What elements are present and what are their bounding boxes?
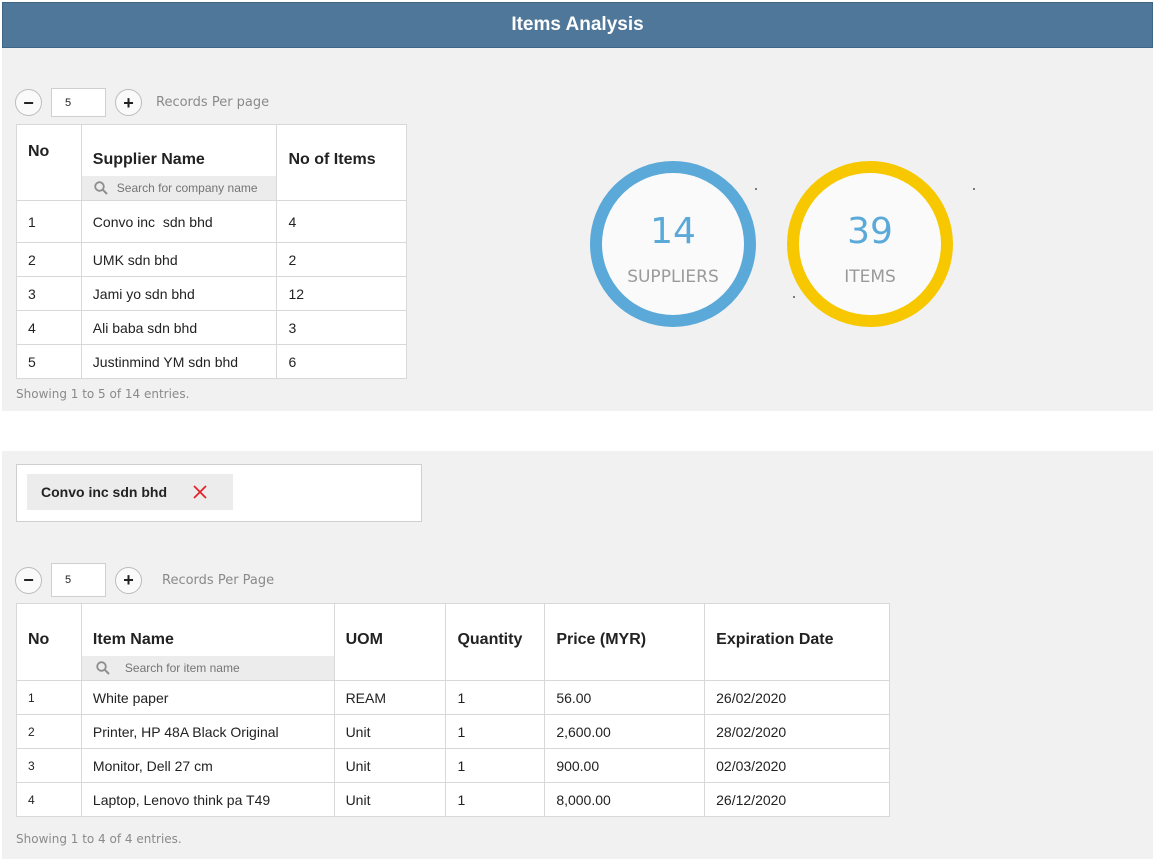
cell-item-name: Laptop, Lenovo think pa T49 bbox=[80, 782, 335, 817]
cell-expiration-date: 02/03/2020 bbox=[704, 748, 890, 783]
cell-no-of-items: 12 bbox=[276, 276, 407, 311]
item-search-input[interactable] bbox=[124, 661, 275, 675]
cell-expiration-date: 28/02/2020 bbox=[704, 714, 890, 749]
suppliers-pager: − + Records Per page bbox=[15, 88, 269, 117]
page-title: Items Analysis bbox=[511, 14, 644, 35]
cell-no-of-items: 3 bbox=[276, 310, 407, 345]
search-icon bbox=[94, 181, 108, 195]
table-row[interactable]: 2 UMK sdn bhd 2 bbox=[16, 242, 407, 277]
supplier-search-input[interactable] bbox=[116, 181, 267, 195]
cell-no: 1 bbox=[16, 200, 82, 243]
plus-icon: + bbox=[123, 570, 134, 590]
records-per-page-label: Records Per Page bbox=[162, 572, 275, 588]
decrease-records-button[interactable]: − bbox=[15, 566, 42, 594]
items-count: 39 bbox=[847, 211, 893, 252]
cell-uom: Unit bbox=[333, 714, 447, 749]
table-row[interactable]: 3 Monitor, Dell 27 cm Unit 1 900.00 02/0… bbox=[16, 748, 890, 783]
cell-item-name: Monitor, Dell 27 cm bbox=[80, 748, 335, 783]
minus-icon: − bbox=[23, 92, 34, 113]
cell-uom: REAM bbox=[333, 680, 447, 715]
suppliers-count: 14 bbox=[650, 211, 696, 252]
cell-no-of-items: 2 bbox=[276, 242, 407, 277]
column-header-price: Price (MYR) bbox=[544, 603, 706, 681]
increase-records-button[interactable]: + bbox=[115, 89, 142, 116]
cell-quantity: 1 bbox=[445, 714, 546, 749]
records-per-page-input[interactable] bbox=[51, 88, 106, 117]
column-header-no-of-items: No of Items bbox=[276, 124, 407, 201]
table-row[interactable]: 1 Convo inc sdn bhd 4 bbox=[16, 200, 407, 243]
items-table: No Item Name UOM Quantity Price (MYR) bbox=[16, 603, 890, 817]
records-per-page-label: Records Per page bbox=[156, 95, 270, 110]
item-search-box[interactable] bbox=[81, 656, 334, 680]
filter-chip-label: Convo inc sdn bhd bbox=[41, 484, 167, 500]
cell-uom: Unit bbox=[333, 782, 447, 817]
records-per-page-input[interactable] bbox=[51, 563, 106, 597]
column-header-no: No bbox=[16, 603, 82, 681]
cell-quantity: 1 bbox=[445, 782, 546, 817]
cell-no: 4 bbox=[16, 782, 82, 817]
table-row[interactable]: 4 Laptop, Lenovo think pa T49 Unit 1 8,0… bbox=[16, 782, 890, 817]
decorative-dot bbox=[973, 188, 975, 190]
items-entries-info: Showing 1 to 4 of 4 entries. bbox=[16, 832, 182, 846]
items-stat-label: ITEMS bbox=[844, 267, 896, 287]
minus-icon: − bbox=[23, 570, 34, 590]
suppliers-stat-circle: 14 SUPPLIERS bbox=[590, 161, 756, 327]
column-header-item-name: Item Name bbox=[80, 603, 335, 681]
cell-uom: Unit bbox=[333, 748, 447, 783]
cell-no-of-items: 6 bbox=[276, 344, 407, 379]
table-header-row: No Item Name UOM Quantity Price (MYR) bbox=[16, 603, 890, 681]
suppliers-entries-info: Showing 1 to 5 of 14 entries. bbox=[16, 387, 190, 401]
increase-records-button[interactable]: + bbox=[115, 566, 142, 594]
column-header-uom: UOM bbox=[333, 603, 447, 681]
cell-supplier-name: Justinmind YM sdn bhd bbox=[80, 344, 278, 379]
suppliers-table: No Supplier Name No of Items 1 Convo inc… bbox=[16, 124, 407, 379]
decrease-records-button[interactable]: − bbox=[15, 89, 42, 116]
items-pager: − + Records Per Page bbox=[15, 563, 274, 597]
column-header-supplier-name: Supplier Name bbox=[80, 124, 278, 201]
column-header-quantity: Quantity bbox=[445, 603, 546, 681]
selected-supplier-filter: Convo inc sdn bhd bbox=[16, 464, 422, 522]
cell-price: 8,000.00 bbox=[544, 782, 706, 817]
table-row[interactable]: 5 Justinmind YM sdn bhd 6 bbox=[16, 344, 407, 379]
cell-price: 56.00 bbox=[544, 680, 706, 715]
cell-no: 3 bbox=[16, 276, 82, 311]
cell-expiration-date: 26/12/2020 bbox=[704, 782, 890, 817]
table-row[interactable]: 2 Printer, HP 48A Black Original Unit 1 … bbox=[16, 714, 890, 749]
page-header: Items Analysis bbox=[2, 2, 1153, 48]
cell-no: 1 bbox=[16, 680, 82, 715]
cell-supplier-name: UMK sdn bhd bbox=[80, 242, 278, 277]
cell-item-name: White paper bbox=[80, 680, 335, 715]
cell-supplier-name: Convo inc sdn bhd bbox=[80, 200, 278, 243]
column-header-no: No bbox=[16, 124, 82, 201]
decorative-dot bbox=[755, 188, 757, 190]
cell-supplier-name: Jami yo sdn bhd bbox=[80, 276, 278, 311]
plus-icon: + bbox=[123, 92, 134, 113]
decorative-dot bbox=[793, 296, 795, 298]
table-header-row: No Supplier Name No of Items bbox=[16, 124, 407, 201]
cell-quantity: 1 bbox=[445, 680, 546, 715]
close-icon[interactable] bbox=[192, 484, 208, 500]
cell-item-name: Printer, HP 48A Black Original bbox=[80, 714, 335, 749]
cell-no: 2 bbox=[16, 714, 82, 749]
filter-chip[interactable]: Convo inc sdn bhd bbox=[27, 474, 233, 510]
cell-no: 5 bbox=[16, 344, 82, 379]
table-row[interactable]: 1 White paper REAM 1 56.00 26/02/2020 bbox=[16, 680, 890, 715]
search-icon bbox=[96, 661, 110, 675]
column-header-expiration-date: Expiration Date bbox=[704, 603, 890, 681]
supplier-search-box[interactable] bbox=[81, 176, 277, 200]
cell-quantity: 1 bbox=[445, 748, 546, 783]
table-row[interactable]: 3 Jami yo sdn bhd 12 bbox=[16, 276, 407, 311]
cell-price: 2,600.00 bbox=[544, 714, 706, 749]
items-stat-circle: 39 ITEMS bbox=[787, 161, 953, 327]
cell-supplier-name: Ali baba sdn bhd bbox=[80, 310, 278, 345]
cell-no: 2 bbox=[16, 242, 82, 277]
suppliers-stat-label: SUPPLIERS bbox=[627, 267, 719, 287]
cell-price: 900.00 bbox=[544, 748, 706, 783]
cell-expiration-date: 26/02/2020 bbox=[704, 680, 890, 715]
table-row[interactable]: 4 Ali baba sdn bhd 3 bbox=[16, 310, 407, 345]
cell-no-of-items: 4 bbox=[276, 200, 407, 243]
cell-no: 4 bbox=[16, 310, 82, 345]
cell-no: 3 bbox=[16, 748, 82, 783]
